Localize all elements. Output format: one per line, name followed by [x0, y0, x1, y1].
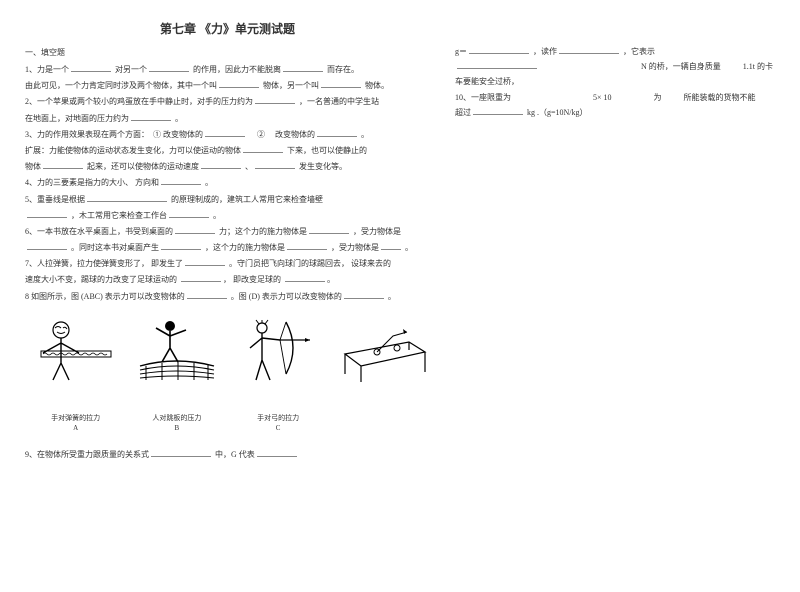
- blank[interactable]: [283, 62, 323, 72]
- blank[interactable]: [321, 78, 361, 88]
- q1: 1、力是一个 对另一个 的作用，因此力不能脱离 而存在。: [25, 62, 430, 77]
- page-title: 第七章 《力》单元测试题: [25, 20, 430, 37]
- q1-cont: 由此可见，一个力肯定同时涉及两个物体，其中一个叫 物体，另一个叫 物体。: [25, 78, 430, 93]
- blank[interactable]: [285, 272, 325, 282]
- blank[interactable]: [71, 62, 111, 72]
- section-header: 一、填空题: [25, 47, 430, 58]
- blank[interactable]: [87, 192, 167, 202]
- blank[interactable]: [243, 143, 283, 153]
- blank[interactable]: [255, 94, 295, 104]
- blank[interactable]: [469, 44, 529, 54]
- r3: 超过 kg .（g=10N/kg）: [455, 105, 775, 120]
- q4: 4、力的三要素是指力的大小、 方向和 。: [25, 175, 430, 190]
- blank[interactable]: [381, 240, 401, 250]
- q5: 5、重垂线是根据 的原理制成的，建筑工人常用它来检查墙壁: [25, 192, 430, 207]
- r2b: 10、一座限重为 5× 10 为 所能装载的货物不能: [455, 90, 775, 105]
- blank[interactable]: [219, 78, 259, 88]
- blank[interactable]: [255, 159, 295, 169]
- blank[interactable]: [131, 111, 171, 121]
- captions-row: 手对弹簧的拉力 A 人对跳板的压力 B 手对弓的拉力 C: [25, 414, 430, 434]
- q3-cont1: 扩展：力能使物体的运动状态发生变化，力可以使运动的物体 下来，也可以使静止的: [25, 143, 430, 158]
- r1: g＝ ，读作 ，它表示: [455, 44, 775, 59]
- q2: 2、一个苹果或两个较小的鸡蛋放在手中静止时，对手的压力约为 ，一名普通的中学生站: [25, 94, 430, 109]
- blank[interactable]: [473, 105, 523, 115]
- blank[interactable]: [457, 59, 537, 69]
- blank[interactable]: [201, 159, 241, 169]
- q6-cont: 。同时这本书对桌面产生 ，这个力的施力物体是 ，受力物体是 。: [25, 240, 430, 255]
- q8: 8 如图所示，图 (ABC) 表示力可以改变物体的 。图 (D) 表示力可以改变…: [25, 289, 430, 304]
- blank[interactable]: [149, 62, 189, 72]
- blank[interactable]: [169, 208, 209, 218]
- q5-cont: ，木工常用它来检查工作台 。: [25, 208, 430, 223]
- r2: N 的桥，一辆自身质量 1.1t 的卡车要能安全过桥，: [455, 59, 775, 89]
- q2-cont: 在地面上，对地面的压力约为 。: [25, 111, 430, 126]
- blank[interactable]: [187, 289, 227, 299]
- blank[interactable]: [309, 224, 349, 234]
- blank[interactable]: [27, 208, 67, 218]
- figure-b: [134, 318, 219, 384]
- blank[interactable]: [185, 256, 225, 266]
- blank[interactable]: [287, 240, 327, 250]
- figure-a: [33, 318, 118, 384]
- q9: 9、在物体所受重力跟质量的关系式 中，G 代表: [25, 447, 430, 462]
- q7: 7、人拉弹簧，拉力使弹簧变形了， 即发生了 。守门员把飞向球门的球踢回去， 设球…: [25, 256, 430, 271]
- figures-row: [25, 312, 430, 384]
- blank[interactable]: [175, 224, 215, 234]
- q6: 6、一本书放在水平桌面上，书受到桌面的 力；这个力的施力物体是 ，受力物体是: [25, 224, 430, 239]
- blank[interactable]: [181, 272, 221, 282]
- caption-c: 手对弓的拉力 C: [236, 414, 321, 434]
- blank[interactable]: [257, 447, 297, 457]
- blank[interactable]: [559, 44, 619, 54]
- blank[interactable]: [317, 127, 357, 137]
- figure-c: [236, 318, 321, 384]
- blank[interactable]: [344, 289, 384, 299]
- q3: 3、力的作用效果表现在两个方面： ① 改变物体的 ② 改变物体的 。: [25, 127, 430, 142]
- blank[interactable]: [27, 240, 67, 250]
- q3-cont2: 物体 起来，还可以使物体的运动速度 、 发生变化等。: [25, 159, 430, 174]
- figure-d: [337, 318, 422, 384]
- caption-b: 人对跳板的压力 B: [134, 414, 219, 434]
- blank[interactable]: [43, 159, 83, 169]
- blank[interactable]: [161, 240, 201, 250]
- caption-a: 手对弹簧的拉力 A: [33, 414, 118, 434]
- blank[interactable]: [161, 175, 201, 185]
- q7-cont: 速度大小不变，踢球的力改变了足球运动的 ， 即改变足球的 。: [25, 272, 430, 287]
- blank[interactable]: [205, 127, 245, 137]
- blank[interactable]: [151, 447, 211, 457]
